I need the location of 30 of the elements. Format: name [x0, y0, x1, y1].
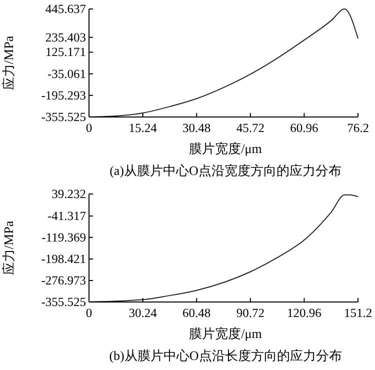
x-tick-label: 30.24	[128, 306, 158, 320]
x-tick-label: 60.48	[182, 306, 211, 320]
x-tick-label: 15.24	[128, 121, 158, 135]
x-tick-label: 45.72	[236, 121, 264, 135]
y-tick-label: 235.403	[45, 30, 86, 44]
y-axis-title: 应力/MPa	[1, 220, 16, 276]
text: (a)从膜片中心O点沿宽度方向的应力分布	[110, 163, 342, 178]
y-axis-title: 应力/MPa	[1, 36, 16, 90]
x-tick-label: 76.2	[347, 121, 369, 135]
x-tick-label: 90.72	[236, 306, 264, 320]
y-tick-label: -276.973	[41, 274, 86, 288]
x-tick-label: 60.96	[290, 121, 318, 135]
x-tick-label: 120.96	[287, 306, 322, 320]
x-axis-title: 膜片宽度/μm	[189, 326, 262, 341]
y-tick-label: 125.171	[45, 45, 86, 60]
y-tick-label: 445.637	[45, 2, 86, 16]
y-tick-label: -195.293	[41, 88, 86, 102]
x-tick-label: 30.48	[182, 121, 211, 135]
x-axis-title: 膜片宽度/μm	[189, 141, 262, 156]
y-tick-label: -41.317	[47, 209, 86, 224]
y-tick-label: -198.421	[41, 252, 86, 266]
y-tick-label: -119.369	[42, 230, 86, 244]
x-tick-label: 0	[86, 306, 92, 320]
y-tick-label: 39.232	[52, 187, 86, 201]
y-tick-label: -355.525	[41, 295, 86, 309]
x-tick-label: 0	[86, 121, 92, 135]
y-tick-label: -355.525	[41, 110, 86, 124]
y-tick-label: -35.061	[47, 66, 86, 81]
x-tick-label: 151.2	[344, 306, 372, 320]
text: (b)从膜片中心O点沿长度方向的应力分布	[109, 348, 342, 363]
